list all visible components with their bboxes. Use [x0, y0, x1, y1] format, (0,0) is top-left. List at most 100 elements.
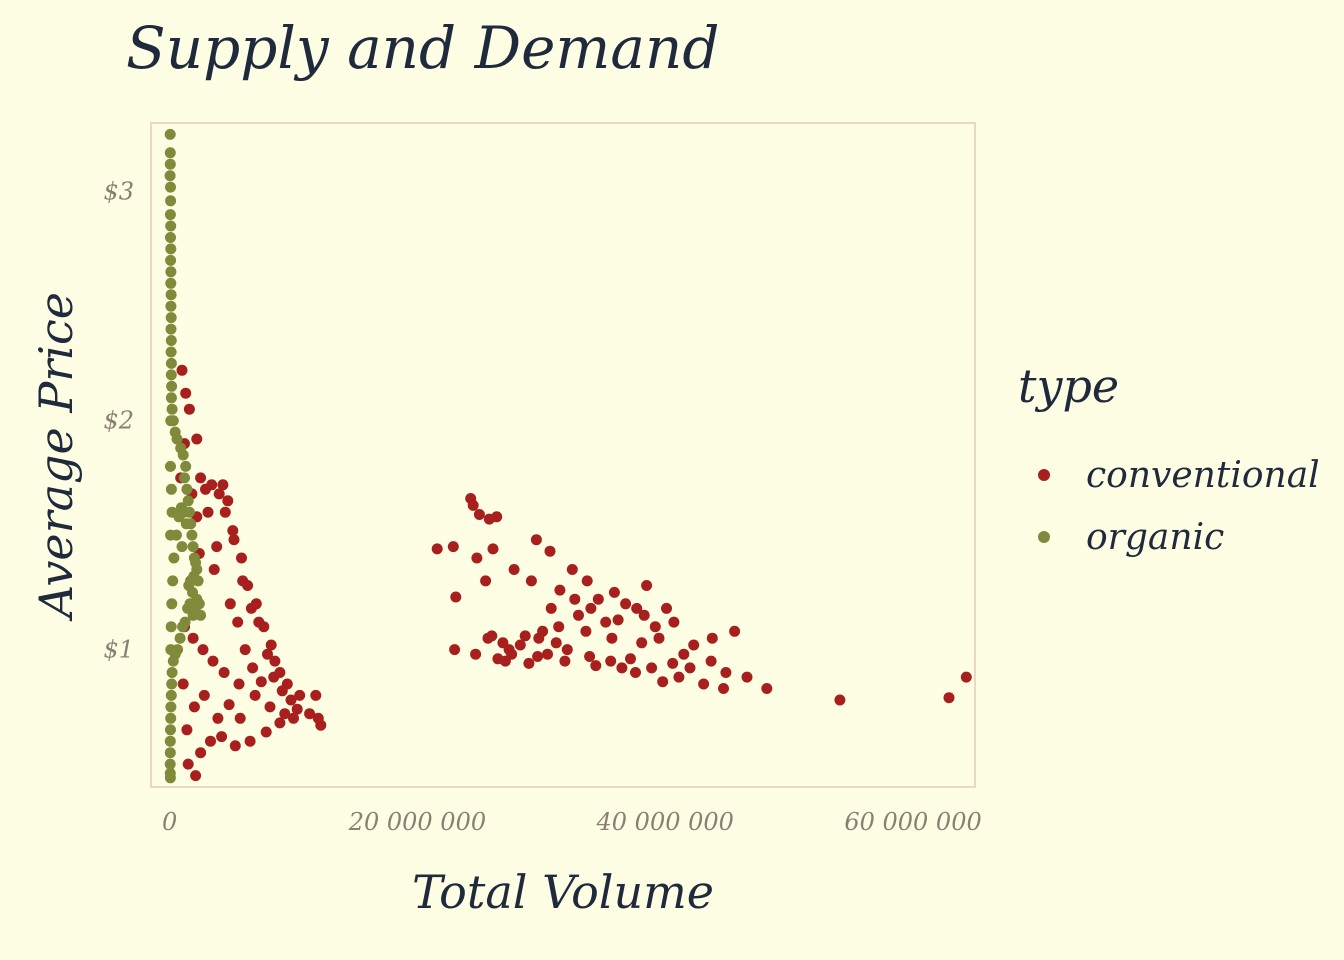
organic-point	[164, 158, 176, 170]
conventional-point	[206, 479, 218, 491]
y-tick-label: $2	[103, 407, 134, 435]
conventional-point	[205, 735, 216, 747]
organic-point	[164, 209, 176, 221]
conventional-point	[467, 499, 479, 511]
conventional-point	[761, 683, 773, 694]
organic-point	[171, 433, 183, 445]
conventional-point	[667, 657, 679, 669]
conventional-point	[580, 625, 592, 637]
x-tick-labels: 0 20 000 000 40 000 000 60 000 000	[162, 808, 982, 836]
conventional-point	[605, 655, 617, 667]
conventional-point	[236, 552, 247, 564]
organic-point	[164, 758, 176, 770]
conventional-point	[661, 602, 672, 614]
organic-point	[165, 644, 177, 656]
conventional-point	[559, 655, 571, 667]
conventional-point	[673, 671, 685, 683]
conventional-point	[542, 648, 553, 660]
x-tick-label: 40 000 000	[596, 808, 734, 836]
organic-point	[165, 195, 177, 207]
organic-point	[180, 460, 192, 472]
legend-title: type	[1018, 359, 1119, 413]
conventional-point	[224, 598, 236, 610]
conventional-point	[631, 602, 643, 614]
organic-point	[179, 472, 190, 484]
conventional-point	[553, 621, 565, 633]
conventional-point	[657, 676, 669, 688]
conventional-point	[943, 692, 955, 704]
conventional-point	[625, 653, 636, 665]
conventional-point	[487, 543, 499, 555]
conventional-point	[177, 678, 189, 690]
organic-point	[175, 502, 187, 514]
organic-point	[165, 335, 177, 346]
conventional-point	[218, 667, 230, 678]
conventional-point	[265, 639, 277, 651]
conventional-point	[638, 609, 650, 621]
conventional-point	[294, 689, 306, 701]
plot-panel-border	[150, 122, 976, 788]
organic-point	[191, 593, 203, 605]
conventional-point	[431, 543, 443, 555]
conventional-point	[310, 689, 322, 701]
conventional-point	[573, 609, 584, 621]
y-tick-labels: $1 $2 $3	[103, 178, 134, 664]
conventional-point	[668, 616, 680, 628]
organic-point	[189, 602, 201, 614]
conventional-point	[183, 403, 195, 415]
conventional-point	[285, 694, 297, 706]
conventional-point	[741, 671, 753, 683]
organic-point	[165, 483, 177, 495]
conventional-point	[960, 671, 972, 683]
conventional-point	[255, 676, 267, 688]
y-axis-title: Average Price	[29, 292, 83, 622]
organic-point	[165, 689, 177, 701]
conventional-point	[232, 616, 244, 628]
conventional-point	[249, 689, 261, 701]
conventional-point	[612, 614, 624, 626]
y-tick-label: $3	[103, 178, 134, 206]
conventional-point	[532, 651, 544, 662]
conventional-point	[239, 644, 251, 656]
conventional-point	[208, 564, 220, 575]
conventional-point	[176, 364, 188, 376]
organic-point	[182, 495, 194, 507]
conventional-point	[180, 387, 192, 399]
series-organic	[164, 128, 207, 784]
legend-label-organic: organic	[1086, 517, 1224, 558]
conventional-point	[569, 593, 581, 605]
conventional-point	[269, 655, 281, 667]
conventional-point	[688, 639, 700, 651]
organic-point	[177, 621, 189, 633]
conventional-point	[198, 689, 210, 701]
organic-point	[166, 678, 178, 690]
conventional-point	[211, 541, 223, 553]
organic-point	[165, 312, 177, 324]
conventional-point	[590, 660, 602, 672]
organic-point	[165, 232, 176, 243]
conventional-point	[253, 616, 265, 628]
conventional-point	[600, 616, 612, 628]
conventional-point	[276, 685, 288, 697]
organic-point	[181, 483, 193, 495]
conventional-point	[649, 621, 661, 633]
organic-point	[168, 552, 180, 564]
organic-point	[176, 541, 188, 553]
conventional-point	[684, 662, 696, 674]
conventional-point	[274, 717, 286, 729]
x-tick-label: 20 000 000	[348, 808, 486, 836]
legend-key-conventional	[1038, 469, 1050, 481]
conventional-point	[544, 545, 556, 557]
conventional-point	[561, 644, 573, 656]
organic-point	[165, 266, 177, 278]
conventional-point	[262, 648, 273, 660]
conventional-point	[244, 735, 256, 747]
organic-point	[166, 403, 178, 415]
x-tick-label: 60 000 000	[844, 808, 981, 836]
conventional-point	[486, 630, 498, 642]
conventional-point	[202, 506, 214, 518]
x-axis-title: Total Volume	[412, 865, 714, 919]
organic-point	[165, 220, 177, 232]
conventional-point	[212, 712, 224, 724]
organic-point	[165, 181, 176, 193]
